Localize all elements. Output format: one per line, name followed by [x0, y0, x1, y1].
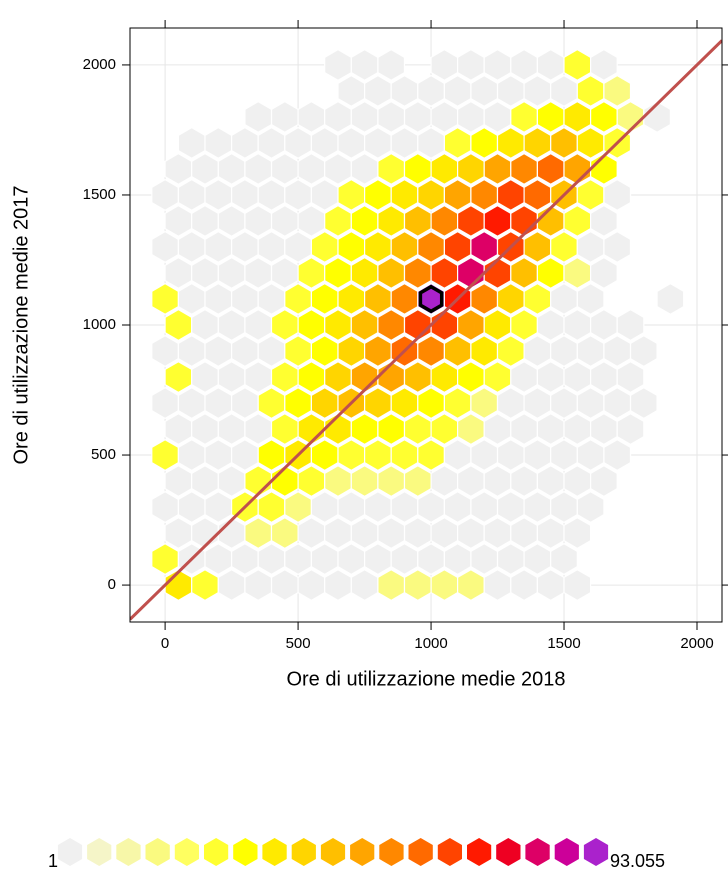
- overlay: [130, 39, 722, 621]
- colorbar-swatch: [408, 838, 433, 866]
- peak-highlight: [418, 284, 444, 314]
- hexbin: [603, 439, 632, 472]
- y-tick-label: 1000: [83, 316, 116, 333]
- hexbin: [589, 204, 618, 237]
- colorbar-swatch: [87, 838, 112, 866]
- hexbin: [589, 256, 618, 289]
- x-tick-label: 1500: [547, 635, 580, 652]
- hexbin: [377, 48, 406, 81]
- colorbar-swatch: [583, 838, 609, 866]
- hexbin: [576, 491, 605, 524]
- x-axis-label: Ore di utilizzazione medie 2018: [286, 668, 565, 690]
- hexbin: [603, 74, 632, 107]
- hexbin: [589, 465, 618, 498]
- hexbin: [563, 517, 592, 550]
- x-tick-label: 2000: [680, 635, 713, 652]
- colorbar-swatch: [116, 838, 141, 866]
- colorbar-swatch: [291, 838, 316, 866]
- hexbin: [603, 178, 632, 211]
- hexbin: [629, 335, 658, 368]
- hexbin: [616, 308, 645, 342]
- hexbin: [656, 282, 685, 315]
- colorbar-swatch: [496, 838, 521, 866]
- hexbin: [550, 543, 578, 576]
- colorbar-swatch: [554, 838, 579, 866]
- hexes: [151, 48, 685, 602]
- colorbar-label: 93.055: [610, 851, 665, 871]
- colorbar-swatch: [320, 838, 346, 866]
- y-tick-label: 2000: [83, 56, 116, 73]
- x-tick-label: 500: [286, 635, 311, 652]
- hexbin: [616, 361, 645, 394]
- colorbar-swatch: [57, 838, 83, 866]
- colorbar-swatch: [262, 838, 287, 866]
- y-tick-label: 500: [91, 446, 116, 463]
- hexbin: [563, 569, 592, 602]
- hexbin: [629, 387, 658, 420]
- colorbar-label: 1: [48, 851, 58, 871]
- hexbin: [616, 413, 645, 446]
- y-tick-label: 0: [108, 576, 116, 593]
- y-tick-label: 1500: [83, 186, 116, 203]
- colorbar-swatch: [145, 838, 170, 866]
- colorbar-swatch: [350, 838, 375, 866]
- hexbin: [589, 48, 618, 81]
- colorbar-swatch: [233, 838, 258, 866]
- colorbar-swatch: [379, 838, 404, 866]
- hexbin: [603, 230, 632, 263]
- colorbar-swatch: [204, 838, 229, 866]
- x-tick-label: 1000: [414, 635, 447, 652]
- x-tick-label: 0: [161, 635, 169, 652]
- hexbin: [576, 282, 605, 315]
- colorbar-swatch: [174, 838, 199, 866]
- diagonal-line: [130, 39, 722, 621]
- y-axis-label: Ore di utilizzazione medie 2017: [10, 185, 32, 464]
- colorbar-swatch: [437, 838, 462, 866]
- colorbar: 1 93.055: [48, 838, 665, 871]
- colorbar-swatch: [525, 838, 550, 866]
- axes: 0 500 1000 1500 2000 0 500 1000 1500 2000: [83, 20, 728, 652]
- colorbar-swatch: [467, 838, 492, 866]
